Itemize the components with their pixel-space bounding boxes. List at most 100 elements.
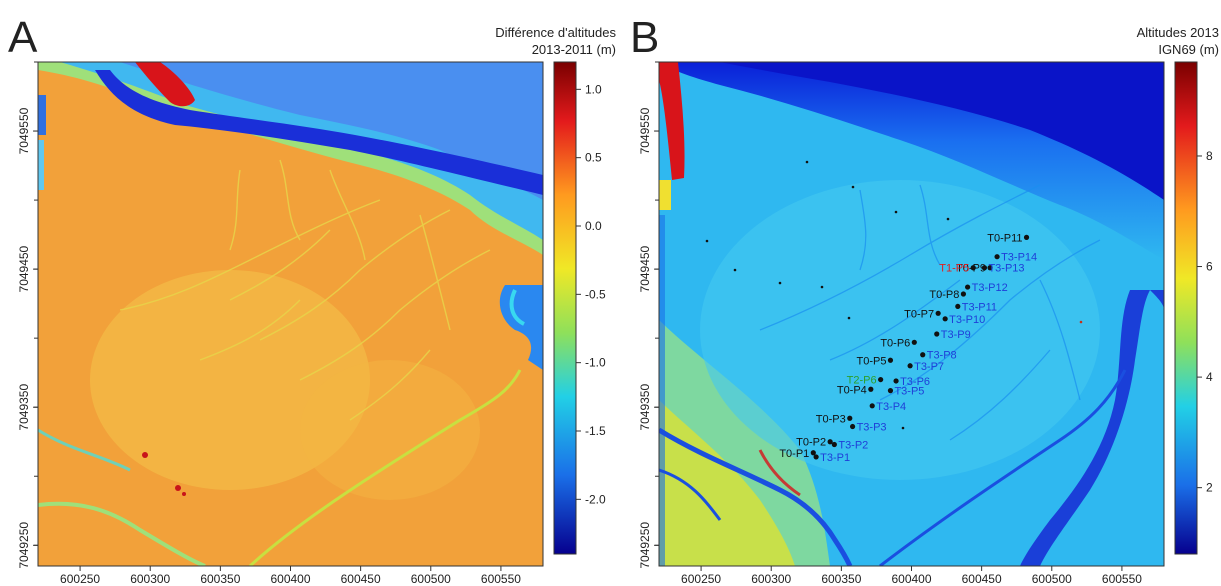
colorbar-tick-label: 8 bbox=[1206, 149, 1213, 163]
panel-b-legend-title-2: IGN69 (m) bbox=[1158, 42, 1219, 57]
station-marker bbox=[831, 441, 837, 448]
y-tick-label: 7049350 bbox=[638, 384, 652, 431]
station-marker bbox=[920, 352, 926, 358]
station-marker bbox=[970, 265, 976, 271]
station-marker bbox=[1023, 234, 1030, 240]
station-label: T0-P4 bbox=[837, 384, 867, 396]
station-label: T3-P3 bbox=[857, 422, 887, 434]
panel-a-map bbox=[38, 62, 543, 566]
station-marker bbox=[813, 454, 819, 460]
colorbar-tick-label: 0.0 bbox=[585, 219, 602, 233]
station-label: T0-P6 bbox=[880, 337, 910, 349]
x-tick-label: 600500 bbox=[1032, 572, 1072, 586]
panel-a-colorbar bbox=[553, 61, 577, 555]
x-tick-label: 600450 bbox=[962, 572, 1002, 586]
station-label: T3-P9 bbox=[941, 329, 971, 341]
colorbar-tick-label: 0.5 bbox=[585, 151, 602, 165]
station-label: T0-P3 bbox=[816, 413, 846, 425]
station-marker bbox=[987, 265, 993, 271]
panel-b-legend-title-1: Altitudes 2013 bbox=[1137, 25, 1219, 40]
station-label: T0-P8 bbox=[929, 289, 959, 301]
colorbar-tick-label: 6 bbox=[1206, 260, 1213, 274]
station-label: T0-P7 bbox=[904, 308, 934, 320]
x-tick-label: 600550 bbox=[1102, 572, 1142, 586]
colorbar-tick-label: -1.5 bbox=[585, 424, 606, 438]
station-label: T3-P5 bbox=[894, 386, 924, 398]
panel-b-axes: 600250 600300 600350 600400 600450 600500 6005… bbox=[638, 61, 1142, 586]
station-marker bbox=[887, 357, 894, 363]
station-label: T0-P11 bbox=[987, 232, 1022, 244]
station-marker bbox=[847, 415, 853, 421]
y-tick-label: 7049550 bbox=[17, 107, 31, 154]
station-label: T0-P5 bbox=[856, 355, 886, 367]
station-marker bbox=[849, 423, 856, 430]
colorbar-tick-label: 4 bbox=[1206, 370, 1213, 384]
y-tick-label: 7049250 bbox=[638, 522, 652, 569]
x-tick-label: 600450 bbox=[341, 572, 381, 586]
station-label: T3-P4 bbox=[876, 401, 906, 413]
x-tick-label: 600250 bbox=[681, 572, 721, 586]
x-tick-label: 600550 bbox=[481, 572, 521, 586]
panel-b-map bbox=[659, 62, 1164, 566]
station-marker bbox=[911, 339, 917, 345]
station-marker bbox=[934, 331, 940, 337]
panel-a-letter: A bbox=[8, 13, 38, 62]
y-tick-label: 7049350 bbox=[17, 384, 31, 431]
panel-a-colorbar-ticks: 1.0 0.5 0.0 -0.5 -1.0 -1.5 -2.0 bbox=[576, 82, 606, 506]
station-marker bbox=[955, 303, 961, 310]
x-tick-label: 600500 bbox=[411, 572, 451, 586]
y-tick-label: 7049250 bbox=[17, 522, 31, 569]
y-tick-label: 7049550 bbox=[638, 107, 652, 154]
station-marker bbox=[942, 316, 948, 322]
station-marker bbox=[981, 265, 988, 271]
station-marker bbox=[878, 376, 884, 383]
station-label: T0-P2 bbox=[796, 437, 826, 449]
station-label: T3-P13 bbox=[988, 263, 1024, 275]
station-label: T0-P1 bbox=[779, 448, 809, 460]
x-tick-label: 600350 bbox=[200, 572, 240, 586]
colorbar-tick-label: -2.0 bbox=[585, 492, 606, 506]
y-tick-label: 7049450 bbox=[638, 245, 652, 292]
panel-a: 600250 600300 600350 600400 600450 600500 6005… bbox=[8, 13, 616, 586]
station-marker bbox=[810, 450, 816, 456]
station-marker bbox=[887, 388, 894, 394]
colorbar-tick-label: 1.0 bbox=[585, 82, 602, 96]
station-label: T1-P5 bbox=[939, 263, 969, 275]
station-label: T3-P12 bbox=[972, 282, 1008, 294]
station-marker bbox=[893, 378, 899, 384]
x-tick-label: 600250 bbox=[60, 572, 100, 586]
x-tick-label: 600400 bbox=[891, 572, 931, 586]
panel-a-axes: 600250 600300 600350 600400 600450 600500 6005… bbox=[17, 61, 521, 586]
panel-b-letter: B bbox=[630, 13, 659, 62]
station-label: T3-P6 bbox=[900, 376, 930, 388]
x-tick-label: 600350 bbox=[821, 572, 861, 586]
station-marker bbox=[935, 310, 941, 316]
y-tick-label: 7049450 bbox=[17, 245, 31, 292]
panel-a-legend-title-2: 2013-2011 (m) bbox=[532, 42, 616, 57]
station-marker bbox=[869, 403, 875, 409]
station-marker bbox=[960, 291, 967, 297]
station-label: T3-P1 bbox=[820, 452, 850, 464]
panel-b-colorbar-ticks: 8 6 4 2 bbox=[1197, 149, 1213, 495]
station-label: T3-P7 bbox=[914, 361, 944, 373]
station-label: T3-P14 bbox=[1001, 252, 1037, 264]
station-label: T2-P6 bbox=[847, 375, 877, 387]
station-marker bbox=[907, 363, 913, 369]
colorbar-tick-label: -0.5 bbox=[585, 287, 606, 301]
station-label: T3-P2 bbox=[838, 439, 868, 451]
panel-a-legend-title-1: Différence d'altitudes bbox=[495, 25, 616, 40]
station-marker bbox=[827, 439, 833, 445]
station-label: T3-P11 bbox=[962, 301, 997, 313]
x-tick-label: 600400 bbox=[270, 572, 310, 586]
x-tick-label: 600300 bbox=[130, 572, 170, 586]
station-marker bbox=[994, 254, 1000, 260]
station-marker bbox=[868, 386, 874, 392]
panel-b: 600250 600300 600350 600400 600450 600500 6005… bbox=[630, 13, 1219, 586]
station-label: T3-P10 bbox=[949, 314, 985, 326]
colorbar-tick-label: -1.0 bbox=[585, 356, 606, 370]
colorbar-tick-label: 2 bbox=[1206, 481, 1213, 495]
x-tick-label: 600300 bbox=[751, 572, 791, 586]
station-marker bbox=[965, 284, 971, 290]
